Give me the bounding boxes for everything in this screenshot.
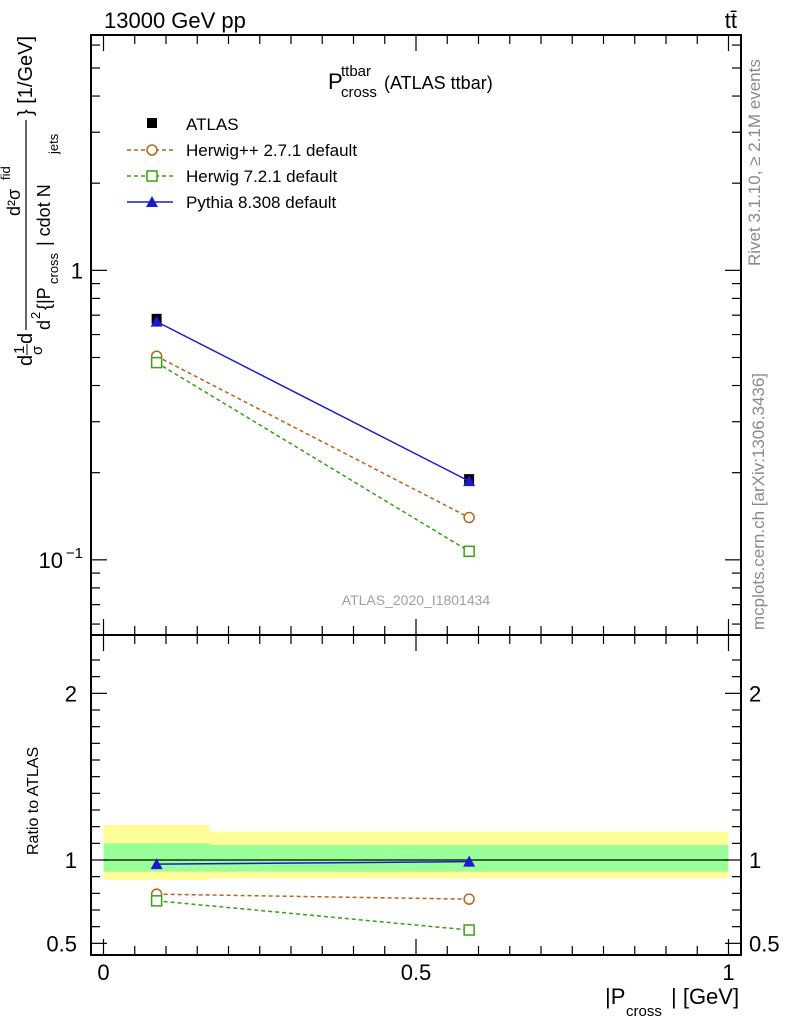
xlabel-tail: | [GeV] [671, 984, 739, 1009]
main-series-herwigpp [150, 350, 475, 524]
ratio-y-tick-label-right: 1 [749, 848, 761, 873]
title-main: P [328, 69, 343, 94]
ratio-bands [103, 825, 729, 880]
x-tick-label: 0.5 [401, 960, 432, 985]
title-sub: cross [341, 84, 377, 101]
x-tick-label: 0 [97, 960, 109, 985]
mcplots-label: mcplots.cern.ch [arXiv:1306.3436] [749, 373, 768, 630]
ratio-point-pythia [150, 858, 163, 870]
title-tail: (ATLAS ttbar) [384, 73, 493, 93]
main-line-herwigpp [156, 355, 470, 519]
ylabel-den-pre: d [34, 320, 54, 330]
legend: ATLAS Herwig++ 2.7.1 default Herwig 7.2.… [127, 115, 357, 212]
ratio-point-herwigpp [463, 893, 475, 905]
main-panel: 1 10 −1 ATLAS_2020_I1801434 P ttbar cross … [0, 34, 742, 636]
main-point-pythia [463, 475, 476, 487]
legend-marker-atlas [147, 118, 157, 128]
ylabel-den-mid2: | cdot N [34, 184, 54, 246]
ylabel-den-sub2: jets [46, 133, 61, 155]
main-y-tick-label-exp: −1 [66, 545, 83, 562]
chart-title: P ttbar cross (ATLAS ttbar) [328, 63, 493, 101]
main-point-pythia [150, 315, 163, 327]
ratio-frame [90, 634, 742, 956]
legend-label-herwigpp: Herwig++ 2.7.1 default [186, 141, 357, 160]
ratio-line-pythia [156, 860, 470, 865]
main-series-herwig7 [150, 356, 475, 558]
ylabel-frac-num: 1 [11, 346, 28, 354]
ratio-point-pythia [463, 855, 476, 867]
main-y-label: d 1 σ d d²σ fid d 2 {|P cross | cdot N j… [0, 36, 61, 366]
ratio-series-herwigpp [150, 888, 475, 905]
legend-label-atlas: ATLAS [186, 115, 239, 134]
legend-label-pythia: Pythia 8.308 default [186, 193, 337, 212]
main-y-tick-label: 1 [71, 258, 83, 283]
main-line-herwig7 [156, 361, 470, 552]
main-point-herwig7 [463, 545, 475, 558]
ratio-y-tick-label-right: 0.5 [749, 931, 780, 956]
title-sup: ttbar [341, 63, 371, 80]
main-point-herwig7 [150, 356, 163, 369]
rivet-label: Rivet 3.1.10, ≥ 2.1M events [745, 59, 764, 266]
main-point-herwigpp [463, 511, 475, 524]
ylabel-num-sup: fid [0, 166, 13, 180]
ratio-panel: 0.5 0.5 1 1 2 2 0 0.5 1 Ratio to ATLAS |P cross … [25, 634, 780, 1020]
legend-item-pythia: Pythia 8.308 default [127, 193, 337, 212]
ylabel-den-mid: {|P [34, 287, 54, 310]
ylabel-den-sub: cross [46, 252, 61, 284]
x-tick-label: 1 [722, 960, 734, 985]
ratio-line-herwigpp [156, 893, 470, 900]
main-series [150, 313, 476, 558]
ratio-y-tick-label: 2 [65, 681, 77, 706]
legend-item-atlas: ATLAS [147, 115, 239, 134]
ylabel-den-sup: 2 [28, 312, 43, 319]
ratio-axis-ticks: 0.5 0.5 1 1 2 2 0 0.5 1 [46, 635, 780, 985]
legend-item-herwig7: Herwig 7.2.1 default [127, 167, 337, 186]
ylabel-frac-den: σ [29, 345, 46, 355]
main-axis-ticks: 1 10 −1 [39, 35, 741, 635]
ratio-series [150, 855, 476, 936]
ratio-y-tick-label: 1 [65, 848, 77, 873]
ylabel-d2: d [15, 333, 37, 344]
legend-marker-herwigpp [146, 144, 158, 156]
legend-item-herwigpp: Herwig++ 2.7.1 default [127, 141, 357, 160]
ratio-point-herwig7 [150, 895, 163, 907]
ratio-y-tick-label: 0.5 [46, 931, 77, 956]
xlabel-sub: cross [626, 1003, 662, 1020]
energy-label: 13000 GeV pp [104, 8, 246, 33]
main-y-tick-label: 10 [39, 548, 63, 573]
watermark: ATLAS_2020_I1801434 [342, 592, 491, 608]
ratio-y-tick-label-right: 2 [749, 681, 761, 706]
ylabel-num: d²σ [4, 189, 24, 216]
legend-marker-pythia [146, 196, 158, 207]
ratio-y-label: Ratio to ATLAS [25, 747, 42, 855]
ylabel-d1: d [15, 355, 37, 366]
ratio-series-pythia [150, 855, 476, 870]
ratio-line-herwig7 [156, 900, 470, 931]
main-series-pythia [150, 315, 476, 487]
xlabel-main: |P [605, 984, 625, 1009]
ylabel-tail: } [1/GeV] [15, 36, 37, 116]
legend-marker-herwig7 [146, 170, 158, 182]
process-label: tt̄ [725, 8, 737, 33]
legend-label-herwig7: Herwig 7.2.1 default [186, 167, 337, 186]
ratio-point-herwig7 [463, 924, 475, 936]
main-line-pythia [156, 320, 470, 482]
ratio-series-herwig7 [150, 895, 475, 936]
x-axis-label: |P cross | [GeV] [605, 984, 739, 1020]
